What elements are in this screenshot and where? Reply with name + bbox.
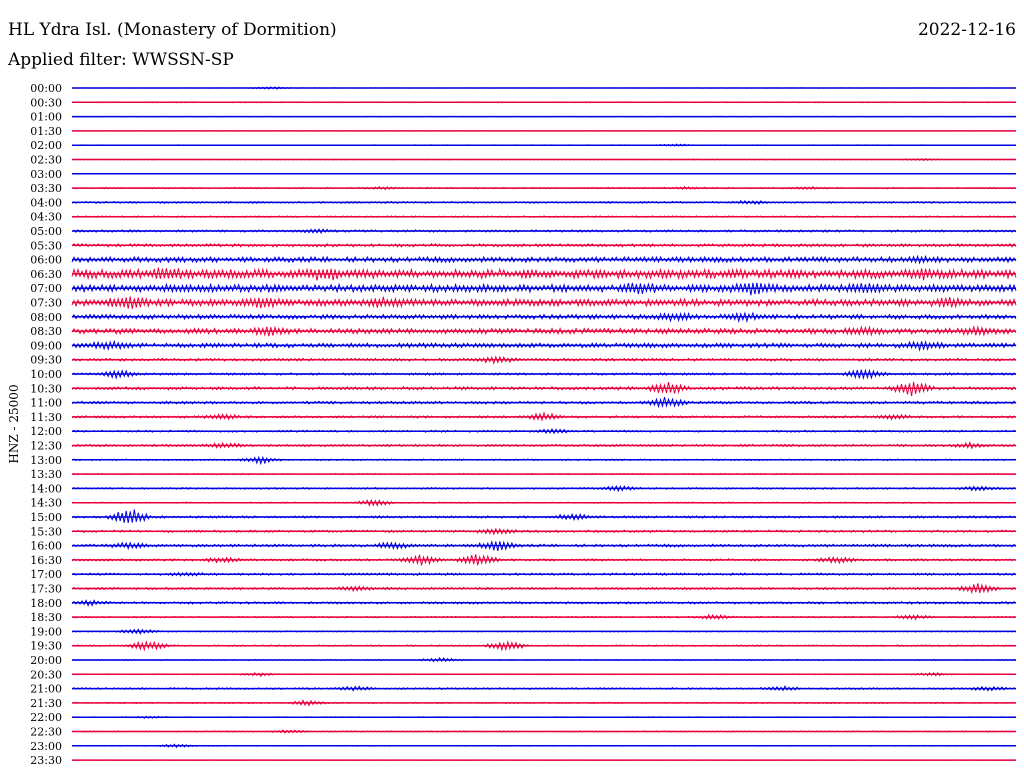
time-tick-label: 12:00 [30,425,62,438]
time-tick-label: 00:30 [30,96,62,109]
time-tick-label: 14:00 [30,482,62,495]
time-tick-label: 10:00 [30,368,62,381]
trace-line [71,396,1017,409]
time-tick-label: 17:00 [30,568,62,581]
time-tick-label: 20:00 [30,654,62,667]
time-tick-label: 02:30 [30,154,62,167]
time-tick-label: 03:00 [30,168,62,181]
date-label: 2022-12-16 [917,20,1016,40]
time-tick-label: 12:30 [30,440,62,453]
time-tick-label: 13:30 [30,468,62,481]
time-tick-label: 02:00 [30,139,62,152]
time-tick-label: 11:30 [30,411,62,424]
time-tick-label: 23:00 [30,740,62,753]
time-tick-label: 04:00 [30,196,62,209]
time-tick-label: 03:30 [30,182,62,195]
time-tick-label: 05:00 [30,225,62,238]
time-tick-label: 22:30 [30,726,62,739]
time-tick-label: 08:00 [30,311,62,324]
time-tick-label: 01:30 [30,125,62,138]
station-title: HL Ydra Isl. (Monastery of Dormition) [8,20,337,40]
time-tick-label: 23:30 [30,754,62,767]
time-tick-label: 09:00 [30,339,62,352]
time-tick-label: 17:30 [30,583,62,596]
time-tick-label: 06:00 [30,254,62,267]
time-tick-label: 15:30 [30,525,62,538]
time-tick-label: 16:30 [30,554,62,567]
time-tick-label: 08:30 [30,325,62,338]
time-tick-label: 07:00 [30,282,62,295]
time-tick-label: 21:30 [30,697,62,710]
time-tick-label: 09:30 [30,354,62,367]
time-tick-label: 00:00 [30,82,62,95]
time-tick-label: 07:30 [30,297,62,310]
time-tick-label: 22:00 [30,711,62,724]
time-tick-label: 10:30 [30,382,62,395]
filter-label: Applied filter: WWSSN-SP [8,50,234,70]
time-tick-label: 19:00 [30,625,62,638]
time-tick-label: 06:30 [30,268,62,281]
trace-line [71,267,1017,281]
trace-line [71,282,1017,296]
time-tick-label: 16:00 [30,540,62,553]
time-tick-label: 13:00 [30,454,62,467]
time-tick-label: 21:00 [30,683,62,696]
time-tick-label: 01:00 [30,111,62,124]
time-tick-label: 18:00 [30,597,62,610]
time-tick-label: 05:30 [30,239,62,252]
time-tick-label: 04:30 [30,211,62,224]
time-tick-label: 18:30 [30,611,62,624]
time-tick-label: 15:00 [30,511,62,524]
time-tick-label: 14:30 [30,497,62,510]
time-tick-label: 11:00 [30,397,62,410]
time-tick-label: 20:30 [30,668,62,681]
time-tick-label: 19:30 [30,640,62,653]
